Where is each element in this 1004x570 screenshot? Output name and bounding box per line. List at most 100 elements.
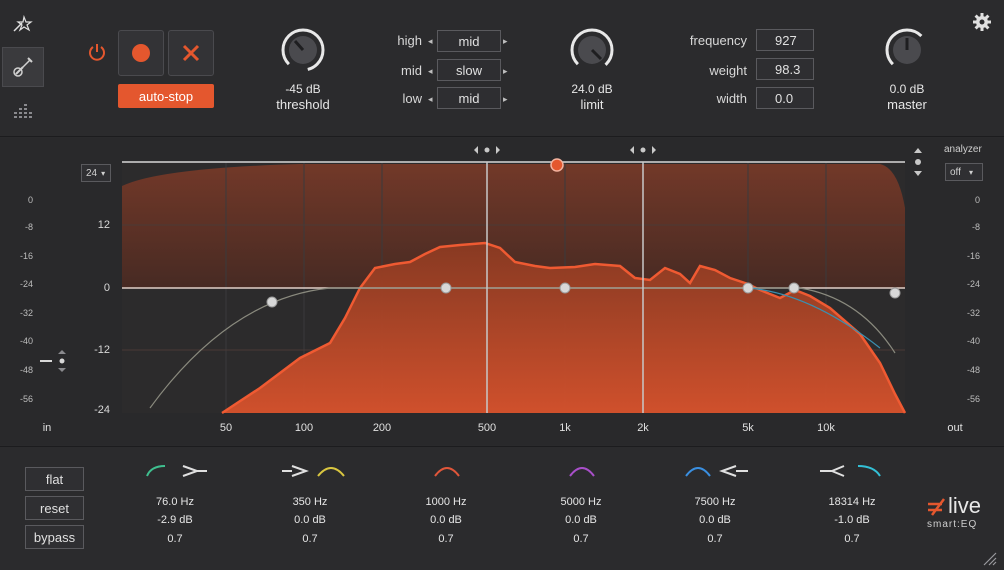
frequency-label: frequency <box>689 33 747 48</box>
band-3-q[interactable]: 0.7 <box>438 533 454 545</box>
limit-label: limit <box>580 97 604 112</box>
band-3-gain[interactable]: 0.0 dB <box>430 514 462 526</box>
band-node-4[interactable] <box>742 282 754 294</box>
pin-button[interactable] <box>2 4 44 44</box>
analyzer-select[interactable]: off ▾ <box>945 163 983 181</box>
eq-display[interactable]: 24 ▾ analyzer off ▾ 0 -8 -16 -24 -32 -40… <box>0 138 1004 445</box>
resize-handle-icon[interactable] <box>982 551 998 567</box>
master-value: 0.0 dB <box>889 82 925 96</box>
analyzer-label: analyzer <box>944 144 982 155</box>
mid-high-divider-handle[interactable] <box>630 146 656 154</box>
high-pass-icon[interactable] <box>282 465 309 477</box>
band-3-freq[interactable]: 1000 Hz <box>425 496 467 508</box>
band-2-freq[interactable]: 350 Hz <box>292 496 328 508</box>
band-6-freq[interactable]: 18314 Hz <box>828 496 876 508</box>
band-6-shape-icons[interactable] <box>818 462 884 480</box>
scale-slider-right[interactable] <box>914 148 922 176</box>
gear-icon[interactable] <box>972 12 992 32</box>
instrument-button[interactable] <box>2 47 44 87</box>
low-cut-icon[interactable] <box>146 465 166 477</box>
band-2-q[interactable]: 0.7 <box>302 533 318 545</box>
low-shelf-icon[interactable] <box>182 465 207 477</box>
weight-field[interactable]: 98.3 <box>756 58 814 80</box>
cancel-button[interactable] <box>168 30 214 76</box>
band-node-1[interactable] <box>266 296 278 308</box>
mid-prev-icon[interactable]: ◂ <box>428 66 433 76</box>
eq-graph[interactable] <box>0 138 1004 445</box>
input-gain-slider[interactable] <box>40 350 66 372</box>
spectrum-icon <box>14 104 32 118</box>
high-next-icon[interactable]: ▸ <box>503 36 508 46</box>
band-nodes[interactable] <box>266 282 901 308</box>
band-6-q[interactable]: 0.7 <box>844 533 860 545</box>
high-mode-select[interactable]: mid <box>437 30 501 52</box>
freq-label-2k: 2k <box>637 422 649 434</box>
low-mid-divider-handle[interactable] <box>474 146 500 154</box>
power-icon[interactable] <box>87 42 107 62</box>
chevron-down-icon: ▾ <box>968 167 973 177</box>
low-mode-select[interactable]: mid <box>437 87 501 109</box>
band-node-2[interactable] <box>440 282 452 294</box>
band-4-freq[interactable]: 5000 Hz <box>560 496 602 508</box>
low-next-icon[interactable]: ▸ <box>503 94 508 104</box>
band-1-shape-icons[interactable] <box>145 462 209 480</box>
mid-mode-select[interactable]: slow <box>437 59 501 81</box>
band-node-3[interactable] <box>559 282 571 294</box>
band-panel: flat reset bypass 76.0 Hz -2.9 dB 0.7 35… <box>0 446 1004 570</box>
limit-knob[interactable] <box>568 26 616 74</box>
band-3-bell-icon[interactable] <box>433 462 461 480</box>
high-label: high <box>397 33 422 48</box>
width-label: width <box>716 91 747 106</box>
band-1-gain[interactable]: -2.9 dB <box>157 514 193 526</box>
low-prev-icon[interactable]: ◂ <box>428 94 433 104</box>
threshold-label: threshold <box>276 97 330 112</box>
mid-next-icon[interactable]: ▸ <box>503 66 508 76</box>
band-4-bell-icon[interactable] <box>568 462 596 480</box>
width-field[interactable]: 0.0 <box>756 87 814 109</box>
freq-label-50: 50 <box>219 422 233 434</box>
high-shelf-icon[interactable] <box>719 465 748 477</box>
band-node-6[interactable] <box>889 287 901 299</box>
high-cut-icon[interactable] <box>857 465 881 477</box>
bell-icon[interactable] <box>317 467 345 477</box>
freq-label-200: 200 <box>372 422 392 434</box>
low-pass-icon[interactable] <box>820 465 845 477</box>
reset-button[interactable]: reset <box>25 496 84 520</box>
out-label: out <box>947 422 963 434</box>
brand-sub: smart:EQ <box>927 519 978 530</box>
threshold-knob[interactable] <box>279 26 327 74</box>
flat-button[interactable]: flat <box>25 467 84 491</box>
record-button[interactable] <box>118 30 164 76</box>
master-knob[interactable] <box>883 26 931 74</box>
band-6-gain[interactable]: -1.0 dB <box>834 514 870 526</box>
band-5-q[interactable]: 0.7 <box>707 533 723 545</box>
mid-label: mid <box>401 63 422 78</box>
high-prev-icon[interactable]: ◂ <box>428 36 433 46</box>
band-2-shape-icons[interactable] <box>280 462 346 480</box>
filter-curve <box>149 287 896 409</box>
limit-region <box>122 164 905 288</box>
frequency-field[interactable]: 927 <box>756 29 814 51</box>
limit-handle[interactable] <box>550 158 564 172</box>
brand-name: live <box>948 493 982 518</box>
band-2-gain[interactable]: 0.0 dB <box>294 514 326 526</box>
band-4-q[interactable]: 0.7 <box>573 533 589 545</box>
freq-label-1k: 1k <box>559 422 571 434</box>
auto-stop-button[interactable]: auto-stop <box>118 84 214 108</box>
band-5-gain[interactable]: 0.0 dB <box>699 514 731 526</box>
spectrum-button[interactable] <box>2 92 44 132</box>
bypass-button[interactable]: bypass <box>25 525 84 549</box>
eq-curve-fill <box>222 243 905 413</box>
low-label: low <box>402 91 422 106</box>
band-5-freq[interactable]: 7500 Hz <box>694 496 736 508</box>
bell-icon[interactable] <box>685 467 711 477</box>
band-4-gain[interactable]: 0.0 dB <box>565 514 597 526</box>
band-1-q[interactable]: 0.7 <box>167 533 183 545</box>
band-1-freq[interactable]: 76.0 Hz <box>156 496 194 508</box>
band-node-5[interactable] <box>788 282 800 294</box>
high-shelf-curve <box>747 287 881 349</box>
band-5-shape-icons[interactable] <box>684 462 750 480</box>
gain-label-minus12: -12 <box>94 344 110 356</box>
gain-label-0: 0 <box>103 282 110 294</box>
range-select[interactable]: 24 ▾ <box>81 164 111 182</box>
